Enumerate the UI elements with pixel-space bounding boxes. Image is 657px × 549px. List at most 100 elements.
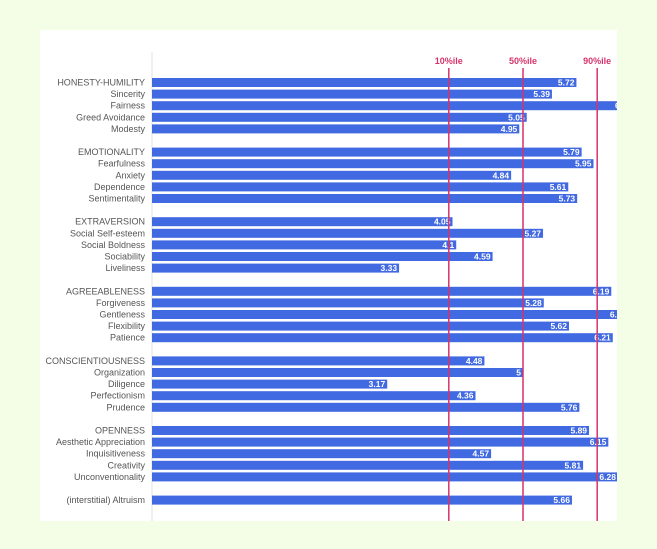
value-label-honesty-humility: 5.72 bbox=[558, 78, 575, 88]
value-label-modesty: 4.95 bbox=[501, 124, 518, 134]
bar-prudence bbox=[152, 402, 580, 412]
bar-organization bbox=[152, 368, 523, 377]
label-gentleness: Gentleness bbox=[99, 310, 145, 320]
bar-gentleness bbox=[152, 310, 617, 319]
label-conscientiousness: CONSCIENTIOUSNESS bbox=[45, 356, 145, 366]
bar-forgiveness bbox=[152, 298, 544, 308]
value-label-creativity: 5.81 bbox=[565, 460, 582, 470]
label-organization: Organization bbox=[94, 368, 145, 378]
bar-inquisitiveness bbox=[152, 449, 492, 459]
bar-creativity bbox=[152, 460, 584, 470]
label-social-boldness: Social Boldness bbox=[81, 240, 146, 250]
bars-layer: 5.72 5.39 6.49 5.05 4.95 5.79 5.95 4.84 5.61 5.73… bbox=[152, 78, 617, 505]
label-inquisitiveness: Inquisitiveness bbox=[86, 449, 146, 459]
value-label-organization: 5 bbox=[516, 368, 521, 378]
value-label-gentleness: 6.42 bbox=[610, 310, 617, 320]
label-creativity: Creativity bbox=[107, 460, 145, 470]
reference-lines: 10%ile 50%ile 90%ile bbox=[435, 56, 611, 521]
bar-liveliness bbox=[152, 263, 400, 273]
value-label-liveliness: 3.33 bbox=[381, 263, 398, 273]
value-label-extraversion: 4.05 bbox=[434, 217, 451, 227]
label-sincerity: Sincerity bbox=[110, 89, 145, 99]
value-label-greed-avoidance: 5.05 bbox=[508, 112, 525, 122]
value-label-sentimentality: 5.73 bbox=[559, 194, 576, 204]
value-label-anxiety: 4.84 bbox=[493, 170, 510, 180]
bar-diligence bbox=[152, 379, 388, 389]
value-label-agreeableness: 6.19 bbox=[593, 286, 610, 296]
label-greed-avoidance: Greed Avoidance bbox=[76, 112, 145, 122]
chart-panel: 5.72 5.39 6.49 5.05 4.95 5.79 5.95 4.84 5.61 5.73… bbox=[40, 30, 617, 521]
bar-aesthetic-appreciation bbox=[152, 437, 609, 447]
label-emotionality: EMOTIONALITY bbox=[78, 147, 145, 157]
bar-fairness bbox=[152, 101, 617, 111]
bar-perfectionism bbox=[152, 391, 476, 401]
label-prudence: Prudence bbox=[106, 402, 145, 412]
label-unconventionality: Unconventionality bbox=[74, 472, 146, 482]
bar-social-self-esteem bbox=[152, 228, 544, 238]
label-dependence: Dependence bbox=[94, 182, 145, 192]
label-extraversion: EXTRAVERSION bbox=[75, 217, 145, 227]
bar-fearfulness bbox=[152, 159, 594, 169]
label-liveliness: Liveliness bbox=[105, 263, 145, 273]
value-label-forgiveness: 5.28 bbox=[525, 298, 542, 308]
value-label-aesthetic-appreciation: 6.15 bbox=[590, 437, 607, 447]
value-label-diligence: 3.17 bbox=[369, 379, 386, 389]
label-forgiveness: Forgiveness bbox=[96, 298, 146, 308]
value-label-conscientiousness: 4.48 bbox=[466, 356, 483, 366]
hexaco-bar-chart: 5.72 5.39 6.49 5.05 4.95 5.79 5.95 4.84 5.61 5.73… bbox=[45, 52, 617, 521]
label-aesthetic-appreciation: Aesthetic Appreciation bbox=[56, 437, 145, 447]
value-label-social-self-esteem: 5.27 bbox=[524, 228, 541, 238]
value-label-fairness: 6.49 bbox=[615, 101, 617, 111]
bar-anxiety bbox=[152, 170, 512, 180]
label-modesty: Modesty bbox=[111, 124, 146, 134]
value-label-sociability: 4.59 bbox=[474, 252, 491, 262]
bar-social-boldness bbox=[152, 240, 457, 250]
label-honesty-humility: HONESTY-HUMILITY bbox=[57, 78, 145, 88]
bar-modesty bbox=[152, 124, 520, 134]
label-anxiety: Anxiety bbox=[115, 170, 145, 180]
label-openness: OPENNESS bbox=[95, 426, 145, 436]
value-label-interstitial-altruism: 5.66 bbox=[553, 495, 570, 505]
label-flexibility: Flexibility bbox=[108, 321, 146, 331]
value-label-sincerity: 5.39 bbox=[533, 89, 550, 99]
value-label-inquisitiveness: 4.57 bbox=[473, 449, 490, 459]
reference-label-10-ile: 10%ile bbox=[435, 56, 463, 66]
label-sociability: Sociability bbox=[104, 252, 145, 262]
value-label-perfectionism: 4.36 bbox=[457, 391, 474, 401]
bar-flexibility bbox=[152, 321, 570, 331]
bar-sincerity bbox=[152, 89, 552, 99]
bar-conscientiousness bbox=[152, 356, 485, 366]
bar-sentimentality bbox=[152, 194, 578, 203]
label-fearfulness: Fearfulness bbox=[98, 159, 146, 169]
value-label-openness: 5.89 bbox=[570, 426, 587, 436]
bar-patience bbox=[152, 333, 613, 343]
value-label-unconventionality: 6.28 bbox=[599, 472, 616, 482]
label-perfectionism: Perfectionism bbox=[90, 391, 145, 401]
label-agreeableness: AGREEABLENESS bbox=[66, 286, 145, 296]
bar-emotionality bbox=[152, 147, 582, 157]
value-label-dependence: 5.61 bbox=[550, 182, 567, 192]
bar-interstitial-altruism bbox=[152, 495, 572, 505]
bar-extraversion bbox=[152, 217, 453, 227]
label-fairness: Fairness bbox=[110, 101, 145, 111]
reference-label-50-ile: 50%ile bbox=[509, 56, 537, 66]
bar-dependence bbox=[152, 182, 569, 192]
value-label-flexibility: 5.62 bbox=[550, 321, 567, 331]
label-patience: Patience bbox=[110, 333, 145, 343]
bar-sociability bbox=[152, 252, 493, 261]
value-label-patience: 6.21 bbox=[594, 333, 611, 343]
bar-agreeableness bbox=[152, 286, 612, 296]
label-diligence: Diligence bbox=[108, 379, 145, 389]
bar-greed-avoidance bbox=[152, 112, 527, 122]
label-social-self-esteem: Social Self-esteem bbox=[70, 228, 145, 238]
value-label-fearfulness: 5.95 bbox=[575, 159, 592, 169]
reference-label-90-ile: 90%ile bbox=[583, 56, 611, 66]
bar-honesty-humility bbox=[152, 78, 577, 87]
bar-openness bbox=[152, 426, 590, 435]
value-label-prudence: 5.76 bbox=[561, 402, 578, 412]
bar-unconventionality bbox=[152, 472, 617, 482]
value-label-emotionality: 5.79 bbox=[563, 147, 580, 157]
label-sentimentality: Sentimentality bbox=[88, 194, 145, 204]
label-interstitial-altruism: (interstitial) Altruism bbox=[66, 495, 145, 505]
